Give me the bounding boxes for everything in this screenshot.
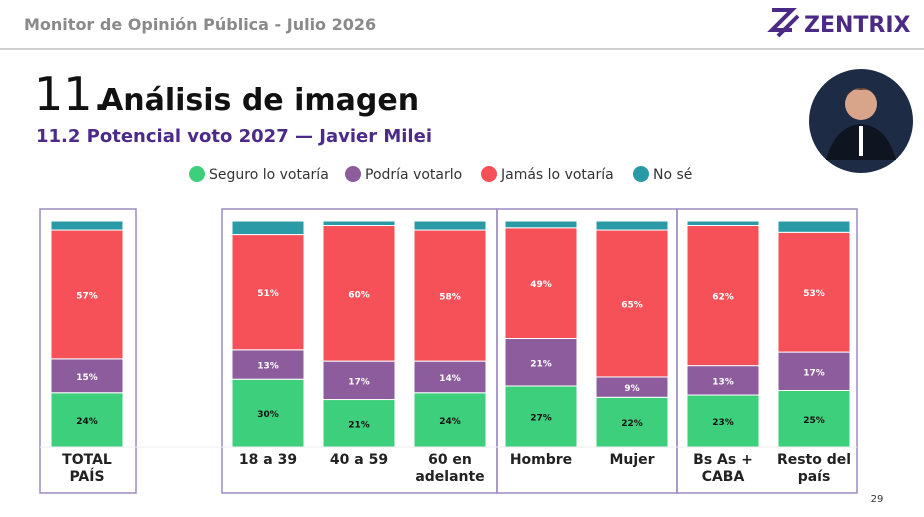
value-label: 60% [348,290,370,300]
value-label: 9% [624,384,639,394]
bar-segment [322,399,396,448]
bar-segment [413,360,487,394]
value-label: 13% [712,377,734,387]
bar-segment [322,220,396,227]
x-tick-label: 18 a 39 [238,452,298,468]
brand-name: ZENTRIX [804,13,911,38]
brand-logo [767,8,800,38]
photo [809,69,913,173]
bar-segment [777,351,851,391]
value-label: 30% [257,410,279,420]
bar-segment [686,394,760,448]
value-label: 21% [348,420,370,430]
bar-segment [595,229,669,378]
bar-segment [50,220,124,231]
bar-segment [322,360,396,401]
value-label: 62% [712,293,734,303]
legend-marker [189,166,205,182]
bar-segment [686,220,760,227]
bar-segment [231,378,305,448]
legend-label: Podría votarlo [365,167,462,183]
bar-segment [595,396,669,448]
value-label: 24% [76,417,98,427]
legend-label: No sé [653,167,692,183]
value-label: 25% [803,416,825,426]
bar-segment [413,220,487,231]
bar-segment [504,227,578,340]
group-frame [39,208,137,494]
value-label: 53% [803,289,825,299]
value-label: 58% [439,293,461,303]
value-label: 49% [530,280,552,290]
value-label: 22% [621,419,643,429]
value-label: 15% [76,373,98,383]
bar-segment [413,229,487,362]
page-number: 29 [871,494,884,505]
legend-label: Seguro lo votaría [209,167,329,183]
section-title: Análisis de imagen [100,83,419,118]
value-label: 57% [76,291,98,301]
bar-segment [322,225,396,362]
bar-segment [231,349,305,380]
x-tick-label: Hombre [509,452,573,468]
bar-segment [686,225,760,367]
header-title: Monitor de Opinión Pública - Julio 2026 [24,15,376,34]
x-tick-label: TOTAL PAÍS [62,452,112,485]
bar-segment [50,229,124,360]
bar-segment [504,338,578,387]
value-label: 65% [621,300,643,310]
legend-marker [633,166,649,182]
value-label: 27% [530,413,552,423]
bar-segment [777,220,851,233]
value-label: 51% [257,289,279,299]
group-frame [676,208,858,494]
bar-segment [504,385,578,448]
bar-segment [595,220,669,231]
x-tick-label: 60 en adelante [415,452,485,485]
value-label: 13% [257,362,279,372]
value-label: 17% [348,377,370,387]
value-label: 14% [439,374,461,384]
bar-segment [231,234,305,351]
x-tick-label: Mujer [609,452,655,468]
bar-segment [413,392,487,448]
bar-segment [777,231,851,353]
bar-segment [686,365,760,396]
chart-title: 11.2 Potencial voto 2027 — Javier Milei [36,126,432,147]
bar-segment [50,358,124,394]
section-number: 11. [34,67,107,121]
x-tick-label: Resto del país [776,452,852,485]
legend-marker [481,166,497,182]
bar-segment [504,220,578,229]
x-tick-label: 40 a 59 [329,452,389,468]
value-label: 24% [439,417,461,427]
value-label: 23% [712,418,734,428]
value-label: 21% [530,359,552,369]
x-tick-label: Bs As + CABA [693,452,753,485]
value-label: 17% [803,368,825,378]
legend-marker [345,166,361,182]
bar-segment [231,220,305,236]
legend-label: Jamás lo votaría [500,167,614,183]
